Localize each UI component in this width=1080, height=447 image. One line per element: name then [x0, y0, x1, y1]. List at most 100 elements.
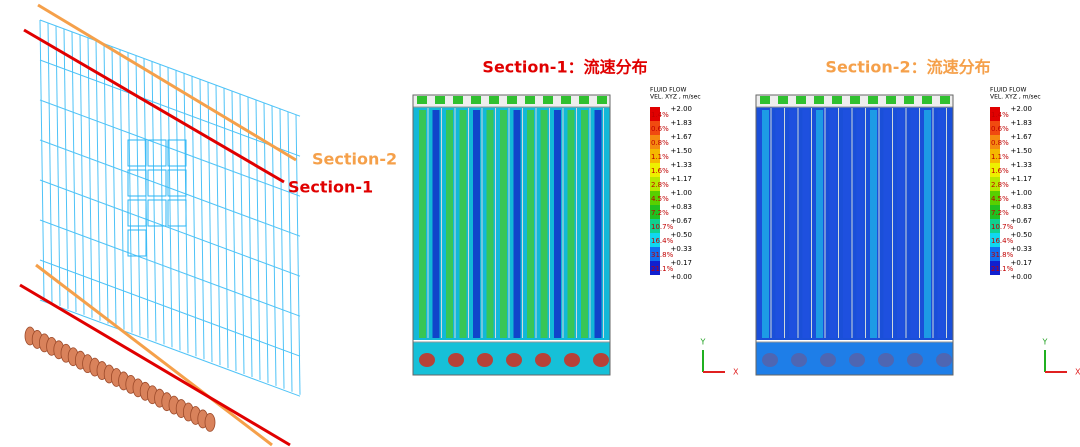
- wire: [39, 59, 301, 157]
- contour-bg: [756, 107, 953, 340]
- top-nozzle: [579, 96, 589, 104]
- top-nozzle: [832, 96, 842, 104]
- wire: [47, 22, 53, 303]
- flow-stripe: [459, 110, 467, 338]
- top-nozzle: [561, 96, 571, 104]
- section-label: Section-2: [312, 150, 397, 169]
- flow-stripe: [446, 110, 453, 338]
- hot-spot: [477, 353, 493, 367]
- wire: [215, 85, 221, 366]
- top-nozzle: [760, 96, 770, 104]
- flow-stripe: [924, 110, 931, 338]
- wire-block: [147, 199, 167, 227]
- legend-header: FLUID FLOW: [990, 87, 1026, 94]
- legend-level: +2.00: [671, 105, 692, 113]
- hot-spot: [936, 353, 952, 367]
- wire: [79, 34, 85, 315]
- wire: [39, 99, 301, 197]
- wire-block: [127, 139, 147, 167]
- hot-spot: [593, 353, 609, 367]
- flow-stripe: [829, 110, 837, 338]
- legend-percent: 2.8%: [991, 181, 1009, 189]
- top-nozzle: [435, 96, 445, 104]
- legend-percent: 31.8%: [651, 251, 674, 259]
- legend-level: +0.17: [671, 259, 692, 267]
- top-nozzle: [886, 96, 896, 104]
- wire-block: [127, 199, 147, 227]
- wire: [159, 64, 165, 345]
- legend-band: [650, 177, 660, 191]
- wire: [207, 82, 213, 363]
- hot-spot: [535, 353, 551, 367]
- legend-level: +0.33: [1011, 245, 1032, 253]
- legend-band: [650, 163, 660, 177]
- flow-stripe: [870, 110, 877, 338]
- contour-bg: [413, 107, 610, 340]
- wire: [167, 67, 173, 348]
- wire: [279, 108, 285, 389]
- section-1-line: [23, 28, 285, 184]
- wire: [95, 40, 101, 321]
- top-nozzle: [778, 96, 788, 104]
- wire: [39, 179, 301, 277]
- legend-level: +1.17: [671, 175, 692, 183]
- legend-level: +0.50: [1011, 231, 1032, 239]
- flow-stripe: [419, 110, 426, 338]
- legend-band: [990, 163, 1000, 177]
- flow-stripe: [513, 110, 521, 338]
- wire: [239, 93, 245, 375]
- wire: [191, 76, 197, 357]
- wire: [255, 99, 261, 380]
- legend-level: +0.17: [1011, 259, 1032, 267]
- flow-stripe: [473, 110, 480, 338]
- flow-stripe: [567, 110, 575, 338]
- legend-percent: 1.4%: [991, 111, 1009, 119]
- legend-percent: 31.8%: [991, 251, 1014, 259]
- wire-block: [147, 169, 167, 197]
- flow-stripe: [856, 110, 864, 338]
- section-2-line: [37, 3, 297, 162]
- hot-spot: [820, 353, 836, 367]
- wire-block: [127, 229, 147, 257]
- wire: [247, 96, 253, 377]
- wire: [63, 28, 69, 309]
- hot-spot: [878, 353, 894, 367]
- wire: [39, 19, 45, 301]
- hot-spot: [849, 353, 865, 367]
- top-nozzle: [489, 96, 499, 104]
- wire: [287, 111, 293, 392]
- flow-stripe: [910, 110, 918, 338]
- wire: [231, 91, 237, 372]
- flow-stripe: [762, 110, 769, 338]
- panel-title: Section-1：流速分布: [482, 58, 647, 77]
- wire: [39, 219, 301, 317]
- wire: [87, 37, 93, 318]
- legend-percent: 1.4%: [651, 111, 669, 119]
- section-label: Section-1: [288, 178, 373, 197]
- flow-stripe: [883, 110, 891, 338]
- legend-percent: 21.1%: [651, 265, 674, 273]
- legend-band: [990, 233, 1000, 247]
- wire-block: [167, 139, 187, 167]
- axis-label: Y: [1042, 338, 1048, 347]
- wire-block: [127, 169, 147, 197]
- flow-stripe: [897, 110, 904, 338]
- top-nozzle: [507, 96, 517, 104]
- legend-percent: 16.4%: [651, 237, 674, 245]
- flow-stripe: [789, 110, 796, 338]
- flow-stripe: [540, 110, 548, 338]
- legend-percent: 10.7%: [651, 223, 674, 231]
- top-nozzle: [868, 96, 878, 104]
- model-wireframe: [24, 19, 301, 432]
- top-nozzle: [543, 96, 553, 104]
- legend-band: [650, 205, 660, 219]
- flow-stripe: [527, 110, 534, 338]
- hot-spot: [448, 353, 464, 367]
- legend-percent: 0.6%: [991, 125, 1009, 133]
- axis-label: X: [1075, 368, 1080, 377]
- legend-percent: 4.5%: [651, 195, 669, 203]
- wire: [127, 52, 133, 333]
- legend-band: [990, 177, 1000, 191]
- legend-band: [990, 219, 1000, 233]
